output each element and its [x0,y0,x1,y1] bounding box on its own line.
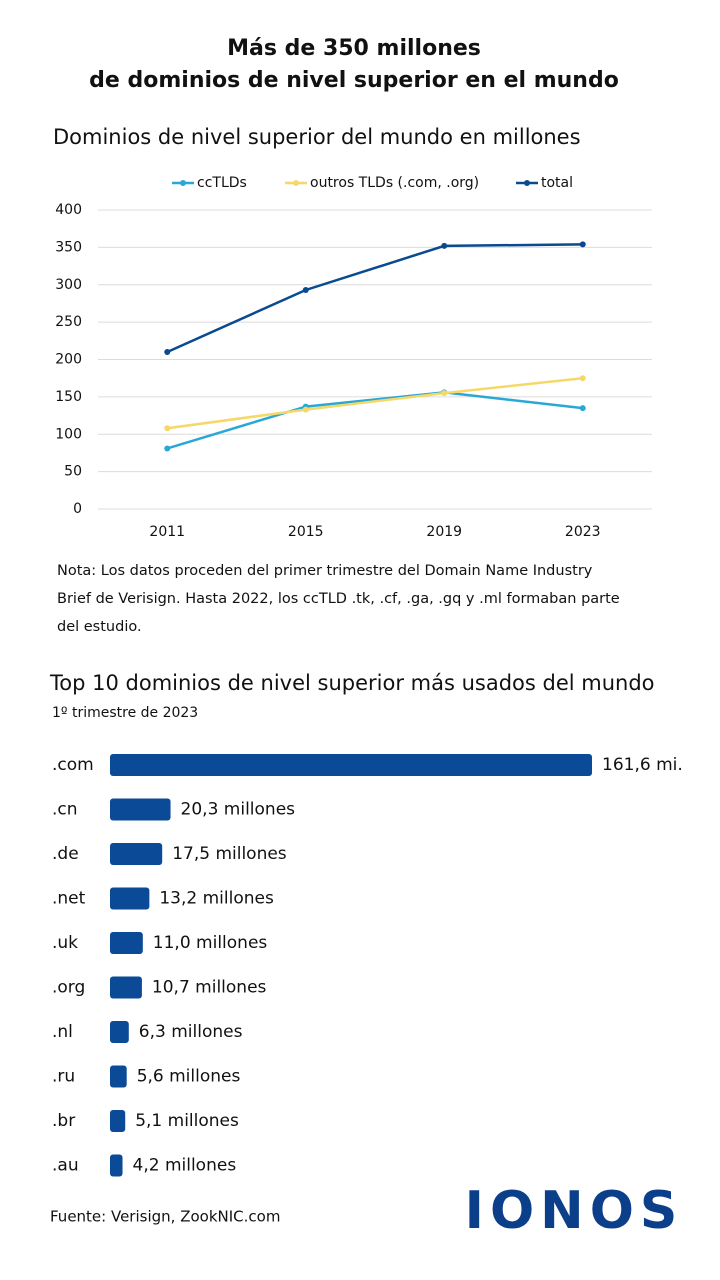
y-tick-label: 250 [55,314,82,330]
y-tick-label: 400 [55,202,82,218]
bar [110,1154,123,1177]
note: Nota: Los datos proceden del primer trim… [57,563,593,579]
note: Brief de Verisign. Hasta 2022, los ccTLD… [57,591,620,607]
y-tick-label: 50 [64,464,82,480]
value-label: 5,1 millones [135,1111,239,1131]
point [164,445,171,452]
note: del estudio. [57,619,142,635]
point [579,375,586,382]
y-tick-label: 100 [55,426,82,442]
x-tick-label: 2011 [149,524,185,540]
point [441,242,448,249]
title: de dominios de nivel superior en el mund… [89,68,619,93]
value-label: 10,7 millones [152,978,267,998]
value-label: 13,2 millones [159,889,274,909]
value-label: 17,5 millones [172,844,287,864]
category-label: .br [52,1111,75,1131]
y-tick-label: 300 [55,277,82,293]
point [164,425,171,432]
category-label: .org [52,978,85,998]
point [302,286,309,293]
value-label: 11,0 millones [153,933,268,953]
bar [110,932,143,954]
legend-marker [524,180,530,186]
y-tick-label: 350 [55,239,82,255]
legend-label: ccTLDs [197,175,247,191]
legend-marker [293,180,299,186]
point [441,390,448,397]
value-label: 4,2 millones [133,1156,237,1176]
x-tick-label: 2019 [426,524,462,540]
category-label: .cn [52,800,78,820]
bar [110,887,150,910]
category-label: .com [52,755,94,775]
y-tick-label: 150 [55,389,82,405]
title: Más de 350 millones [227,36,481,61]
x-tick-label: 2023 [565,524,601,540]
chart-subtitle: 1º trimestre de 2023 [52,705,198,721]
category-label: .uk [52,933,78,953]
chart-title: Top 10 dominios de nivel superior más us… [49,671,655,695]
value-label: 5,6 millones [137,1067,241,1087]
value-label: 20,3 millones [181,800,296,820]
chart-title: Dominios de nivel superior del mundo en … [53,125,581,149]
legend-label: total [541,175,573,191]
bar [110,1110,126,1132]
value-label: 161,6 mi. [602,755,683,775]
series-line [167,376,583,430]
logo: IONOS [465,1181,684,1241]
category-label: .nl [52,1022,73,1042]
bar [110,798,171,821]
bar [110,754,592,776]
y-tick-label: 0 [73,501,82,517]
point [579,405,586,412]
x-tick-label: 2015 [288,524,324,540]
legend-marker [180,180,186,186]
category-label: .au [52,1156,79,1176]
point [302,406,309,413]
y-tick-label: 200 [55,352,82,368]
legend-label: outros TLDs (.com, .org) [310,175,479,191]
category-label: .ru [52,1067,75,1087]
category-label: .de [52,844,79,864]
series-line [166,391,583,450]
bar [110,843,163,865]
value-label: 6,3 millones [139,1022,243,1042]
bar [110,976,142,999]
source: Fuente: Verisign, ZookNIC.com [50,1208,280,1226]
point [164,349,171,356]
bar [110,1065,127,1088]
bar [110,1021,129,1043]
category-label: .net [52,889,86,909]
point [579,241,586,248]
series-line [166,243,583,354]
